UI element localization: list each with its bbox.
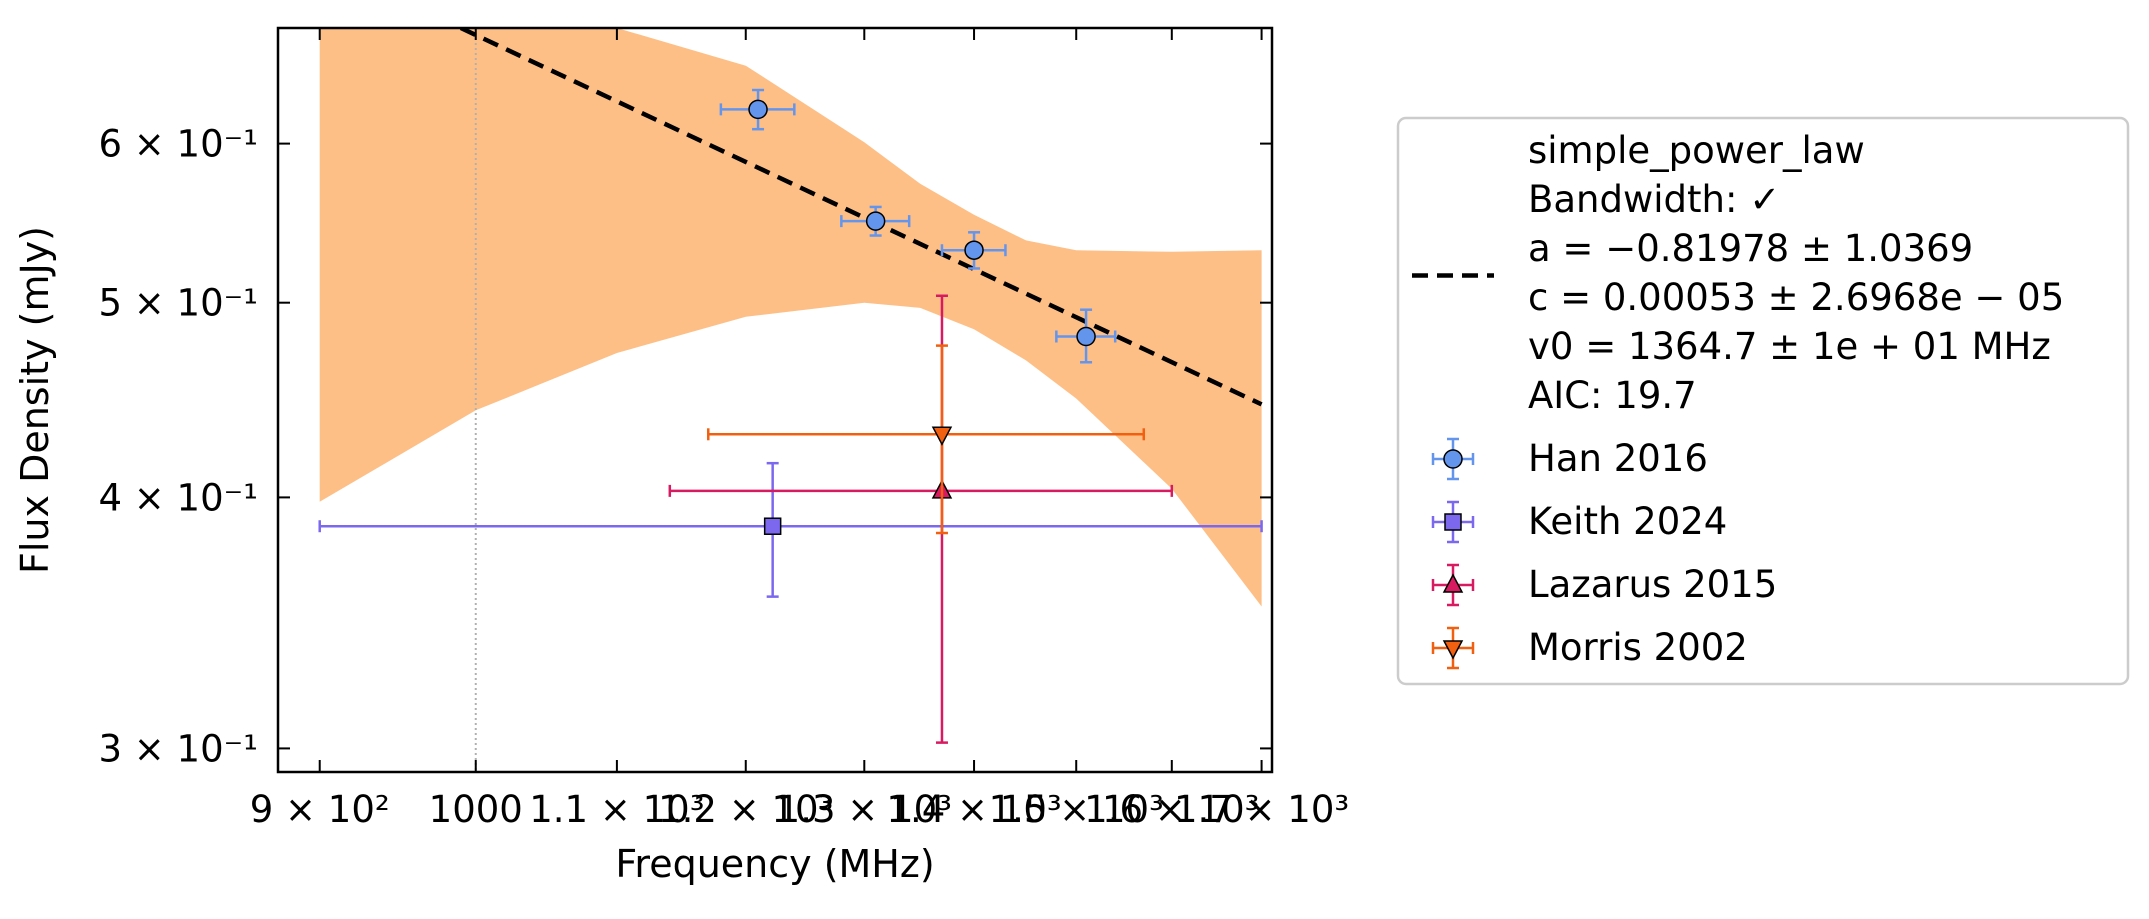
data-point-morris-2002 [707,344,1146,535]
marker-keith-2024 [763,517,782,535]
legend-marker-keith-2024 [1444,513,1462,531]
x-tick-label: 1.2 × 10³ [658,788,833,831]
y-axis-label: Flux Density (mJy) [13,226,57,574]
legend-entry-han-2016: Han 2016 [1431,437,1708,481]
fit-confidence-band [319,28,1262,607]
x-tick-label: 1.3 × 10³ [777,788,952,831]
x-tick-label: 1.6 × 10³ [1084,788,1259,831]
x-tick-label: 1000 [429,788,523,831]
legend-fit-text: v0 = 1364.7 ± 1e + 01 MHz [1528,325,2051,368]
legend-entry-morris-2002: Morris 2002 [1431,626,1748,670]
legend-fit-text: c = 0.00053 ± 2.6968e − 05 [1528,276,2064,319]
legend-box [1396,116,2130,686]
marker-han-2016 [1076,326,1096,347]
y-tick-label: 4 × 10⁻¹ [98,476,258,519]
y-tick-label: 6 × 10⁻¹ [98,123,258,166]
legend-label-keith-2024: Keith 2024 [1528,500,1727,543]
legend: simple_power_law Bandwidth: ✓ a = −0.81978… [1396,116,2130,686]
x-tick-label: 9 × 10² [250,788,390,831]
data-point-han-2016 [840,205,911,237]
data-point-keith-2024 [318,461,1263,598]
x-tick-label: 1.7 × 10³ [1174,788,1349,831]
fit-line [459,28,1263,407]
data-point-han-2016 [719,88,796,131]
marker-han-2016 [964,240,984,260]
legend-fit-text: Bandwidth: ✓ [1528,178,1780,221]
legend-marker-morris-2002 [1442,640,1464,660]
x-tick-label: 1.5 × 10³ [989,788,1164,831]
legend-fit-text: a = −0.81978 ± 1.0369 [1528,227,1973,270]
x-axis-label: Frequency (MHz) [615,842,934,886]
legend-label-lazarus-2015: Lazarus 2015 [1528,563,1777,606]
legend-label-han-2016: Han 2016 [1528,437,1708,480]
data-point-han-2016 [940,231,1007,270]
legend-entry-lazarus-2015: Lazarus 2015 [1431,563,1777,607]
x-tick-label: 1.4 × 10³ [886,788,1061,831]
y-tick-label: 3 × 10⁻¹ [98,727,258,770]
data-point-han-2016 [1055,308,1117,364]
legend-marker-han-2016 [1443,449,1463,469]
legend-entry-keith-2024: Keith 2024 [1431,500,1727,544]
marker-han-2016 [865,211,886,231]
legend-fit-text: simple_power_law [1528,129,1865,172]
y-tick-label: 5 × 10⁻¹ [98,282,258,325]
x-tick-label: 1.1 × 10³ [529,788,704,831]
plot-area [319,28,1263,772]
data-points [318,88,1263,744]
marker-han-2016 [748,99,768,120]
legend-label-morris-2002: Morris 2002 [1528,626,1748,669]
marker-morris-2002 [931,426,953,446]
plot-frame [276,26,1274,774]
legend-fit-text: AIC: 19.7 [1528,374,1697,417]
legend-marker-lazarus-2015 [1442,573,1464,593]
